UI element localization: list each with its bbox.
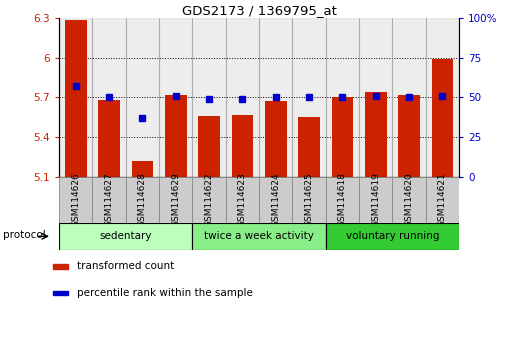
Text: GSM114620: GSM114620 <box>405 173 413 227</box>
Bar <box>98 100 120 177</box>
Bar <box>326 18 359 177</box>
Bar <box>198 116 220 177</box>
Text: GSM114618: GSM114618 <box>338 172 347 228</box>
Bar <box>365 92 387 177</box>
Bar <box>292 177 326 223</box>
Bar <box>259 177 292 223</box>
Text: GSM114619: GSM114619 <box>371 172 380 228</box>
Bar <box>59 18 92 177</box>
Bar <box>126 177 159 223</box>
Bar <box>159 177 192 223</box>
Text: GSM114625: GSM114625 <box>305 173 313 227</box>
Bar <box>159 18 192 177</box>
Bar <box>359 177 392 223</box>
Bar <box>259 18 292 177</box>
Bar <box>426 177 459 223</box>
Text: voluntary running: voluntary running <box>346 231 439 241</box>
Text: percentile rank within the sample: percentile rank within the sample <box>77 288 253 298</box>
Bar <box>126 18 159 177</box>
Bar <box>53 264 68 269</box>
Bar <box>226 18 259 177</box>
Bar <box>292 18 326 177</box>
Bar <box>92 18 126 177</box>
Text: protocol: protocol <box>3 230 46 240</box>
Bar <box>392 177 426 223</box>
Bar <box>298 117 320 177</box>
Text: GSM114623: GSM114623 <box>238 173 247 227</box>
Bar <box>392 18 426 177</box>
Bar <box>65 20 87 177</box>
Bar <box>426 18 459 177</box>
Title: GDS2173 / 1369795_at: GDS2173 / 1369795_at <box>182 4 337 17</box>
Bar <box>59 177 92 223</box>
Text: GSM114626: GSM114626 <box>71 173 80 227</box>
Bar <box>231 115 253 177</box>
Bar <box>192 18 226 177</box>
Bar <box>398 95 420 177</box>
Bar <box>165 95 187 177</box>
Text: twice a week activity: twice a week activity <box>204 231 314 241</box>
Bar <box>59 223 192 250</box>
Bar <box>131 161 153 177</box>
Text: transformed count: transformed count <box>77 261 174 271</box>
Text: GSM114628: GSM114628 <box>138 173 147 227</box>
Text: GSM114629: GSM114629 <box>171 173 180 227</box>
Bar <box>326 223 459 250</box>
Bar <box>331 97 353 177</box>
Bar <box>359 18 392 177</box>
Bar <box>265 101 287 177</box>
Bar <box>192 223 326 250</box>
Bar <box>92 177 126 223</box>
Text: GSM114621: GSM114621 <box>438 173 447 227</box>
Bar <box>431 59 453 177</box>
Text: GSM114624: GSM114624 <box>271 173 280 227</box>
Text: GSM114627: GSM114627 <box>105 173 113 227</box>
Bar <box>53 291 68 295</box>
Text: sedentary: sedentary <box>100 231 152 241</box>
Text: GSM114622: GSM114622 <box>205 173 213 227</box>
Bar <box>326 177 359 223</box>
Bar <box>226 177 259 223</box>
Bar <box>192 177 226 223</box>
